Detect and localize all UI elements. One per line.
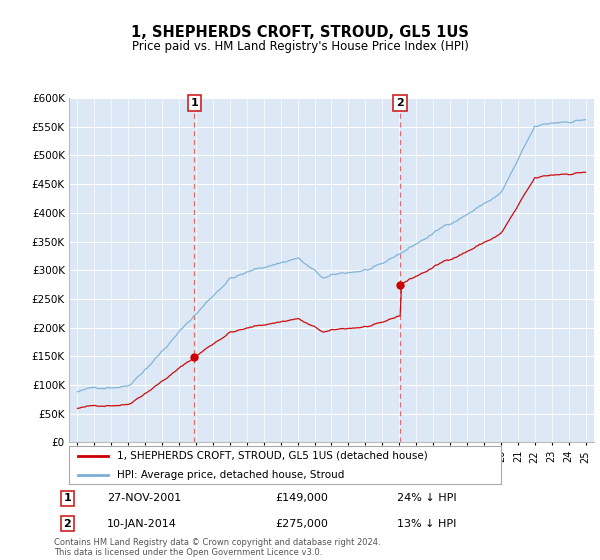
Text: 10-JAN-2014: 10-JAN-2014 xyxy=(107,519,176,529)
Text: 27-NOV-2001: 27-NOV-2001 xyxy=(107,493,181,503)
Text: £149,000: £149,000 xyxy=(276,493,329,503)
Text: Price paid vs. HM Land Registry's House Price Index (HPI): Price paid vs. HM Land Registry's House … xyxy=(131,40,469,53)
Text: 1: 1 xyxy=(64,493,71,503)
Text: 2: 2 xyxy=(396,98,404,108)
Text: Contains HM Land Registry data © Crown copyright and database right 2024.
This d: Contains HM Land Registry data © Crown c… xyxy=(54,538,380,557)
Text: 1, SHEPHERDS CROFT, STROUD, GL5 1US (detached house): 1, SHEPHERDS CROFT, STROUD, GL5 1US (det… xyxy=(116,451,427,461)
Text: 13% ↓ HPI: 13% ↓ HPI xyxy=(397,519,457,529)
Text: HPI: Average price, detached house, Stroud: HPI: Average price, detached house, Stro… xyxy=(116,470,344,480)
Text: £275,000: £275,000 xyxy=(276,519,329,529)
Text: 1, SHEPHERDS CROFT, STROUD, GL5 1US: 1, SHEPHERDS CROFT, STROUD, GL5 1US xyxy=(131,25,469,40)
Text: 24% ↓ HPI: 24% ↓ HPI xyxy=(397,493,457,503)
Text: 2: 2 xyxy=(64,519,71,529)
Text: 1: 1 xyxy=(190,98,198,108)
